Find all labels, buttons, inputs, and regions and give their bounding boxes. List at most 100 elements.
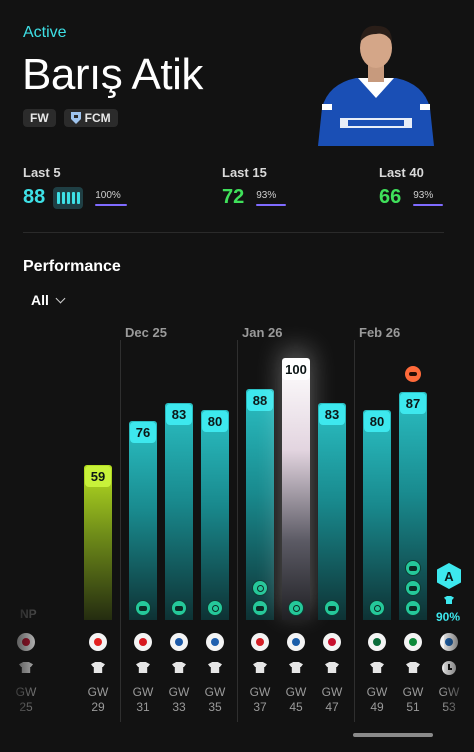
stat-pct-label: 93% xyxy=(256,189,277,201)
opponent-crest-icon[interactable] xyxy=(134,633,152,651)
stat-last-40: Last 40 66 93% xyxy=(379,165,445,209)
opponent-crest-icon[interactable] xyxy=(251,633,269,651)
gameweek-label: GW 49 xyxy=(362,685,392,715)
stat-value: 72 xyxy=(222,186,245,208)
position-label: FW xyxy=(30,111,49,125)
filter-value: All xyxy=(31,292,49,308)
scroll-fade-right xyxy=(444,620,474,730)
month-label: Dec 25 xyxy=(125,325,167,340)
event-icon xyxy=(405,580,421,596)
shirt-icon xyxy=(444,596,454,604)
form-bars-icon xyxy=(53,186,84,209)
event-icon xyxy=(288,600,304,616)
month-divider xyxy=(354,340,355,722)
opponent-crest-icon[interactable] xyxy=(170,633,188,651)
gameweek-label: GW 35 xyxy=(200,685,230,715)
home-shirt-icon xyxy=(91,662,105,673)
gw-number: 29 xyxy=(91,700,105,714)
stat-value: 88 xyxy=(23,186,46,208)
stat-pct-bar xyxy=(256,203,286,206)
gameweek-label: GW 31 xyxy=(128,685,158,715)
gameweek-label: GW 37 xyxy=(245,685,275,715)
gw-number: 49 xyxy=(370,700,384,714)
opponent-crest-icon[interactable] xyxy=(368,633,386,651)
event-icon xyxy=(207,600,223,616)
stat-percent: 93% xyxy=(256,190,288,206)
opponent-crest-icon[interactable] xyxy=(89,633,107,651)
home-shirt-icon xyxy=(325,662,339,673)
month-label: Jan 26 xyxy=(242,325,283,340)
event-icon xyxy=(252,600,268,616)
event-icon xyxy=(252,580,268,596)
stat-pct-bar xyxy=(413,203,443,206)
gw-prefix: GW xyxy=(402,685,424,699)
home-shirt-icon xyxy=(136,662,150,673)
opponent-crest-icon[interactable] xyxy=(206,633,224,651)
stat-label: Last 5 xyxy=(23,165,61,180)
event-icon xyxy=(405,600,421,616)
opponent-crest-icon[interactable] xyxy=(323,633,341,651)
score-badge: 80 xyxy=(364,411,390,433)
score-bar[interactable] xyxy=(363,410,391,620)
card-icon xyxy=(405,366,421,382)
gw-prefix: GW xyxy=(132,685,154,699)
gameweek-label: GW 33 xyxy=(164,685,194,715)
gw-prefix: GW xyxy=(366,685,388,699)
gw-number: 31 xyxy=(136,700,150,714)
month-divider xyxy=(120,340,121,722)
player-name: Barış Atik xyxy=(22,50,203,99)
score-bar[interactable] xyxy=(129,420,157,620)
gameweek-label: GW 45 xyxy=(281,685,311,715)
score-bar[interactable] xyxy=(282,358,310,620)
player-tags: FW FCM xyxy=(23,109,118,127)
stat-label: Last 15 xyxy=(222,165,267,180)
event-icon xyxy=(405,560,421,576)
gameweek-label: GW 47 xyxy=(317,685,347,715)
section-divider xyxy=(23,232,444,233)
score-bar[interactable] xyxy=(165,402,193,620)
home-shirt-icon xyxy=(289,662,303,673)
gw-number: 37 xyxy=(253,700,267,714)
score-bar[interactable] xyxy=(318,402,346,620)
gw-prefix: GW xyxy=(249,685,271,699)
home-shirt-icon xyxy=(253,662,267,673)
stat-last-5: Last 5 88 100% xyxy=(23,165,128,209)
month-label: Feb 26 xyxy=(359,325,401,340)
score-badge: 59 xyxy=(85,466,111,488)
stat-percent: 100% xyxy=(95,189,128,206)
home-shirt-icon xyxy=(208,662,222,673)
month-divider xyxy=(237,340,238,722)
availability-badge: A xyxy=(437,563,461,589)
score-badge: 83 xyxy=(319,403,345,425)
player-photo-icon xyxy=(312,18,440,146)
opponent-crest-icon[interactable] xyxy=(287,633,305,651)
opponent-crest-icon[interactable] xyxy=(404,633,422,651)
score-badge: 76 xyxy=(130,421,156,443)
gw-prefix: GW xyxy=(87,685,109,699)
score-bar[interactable] xyxy=(201,410,229,620)
club-tag[interactable]: FCM xyxy=(63,109,118,127)
club-crest-icon xyxy=(70,112,81,124)
performance-title: Performance xyxy=(23,258,121,275)
stat-pct-label: 100% xyxy=(95,189,121,201)
home-shirt-icon xyxy=(406,662,420,673)
performance-filter-dropdown[interactable]: All xyxy=(31,292,66,308)
stat-label: Last 40 xyxy=(379,165,424,180)
stat-percent: 93% xyxy=(413,190,445,206)
gw-number: 33 xyxy=(172,700,186,714)
gw-prefix: GW xyxy=(204,685,226,699)
home-indicator[interactable] xyxy=(353,733,433,737)
score-badge: 88 xyxy=(247,390,273,412)
event-icon xyxy=(369,600,385,616)
gw-number: 35 xyxy=(208,700,222,714)
chevron-down-icon xyxy=(55,293,66,303)
stat-last-15: Last 15 72 93% xyxy=(222,165,288,209)
score-bar[interactable] xyxy=(84,465,112,620)
event-icon xyxy=(324,600,340,616)
stat-value: 66 xyxy=(379,186,402,208)
gw-prefix: GW xyxy=(285,685,307,699)
position-tag: FW xyxy=(23,109,56,127)
gw-prefix: GW xyxy=(168,685,190,699)
event-icon xyxy=(135,600,151,616)
gw-number: 45 xyxy=(289,700,303,714)
